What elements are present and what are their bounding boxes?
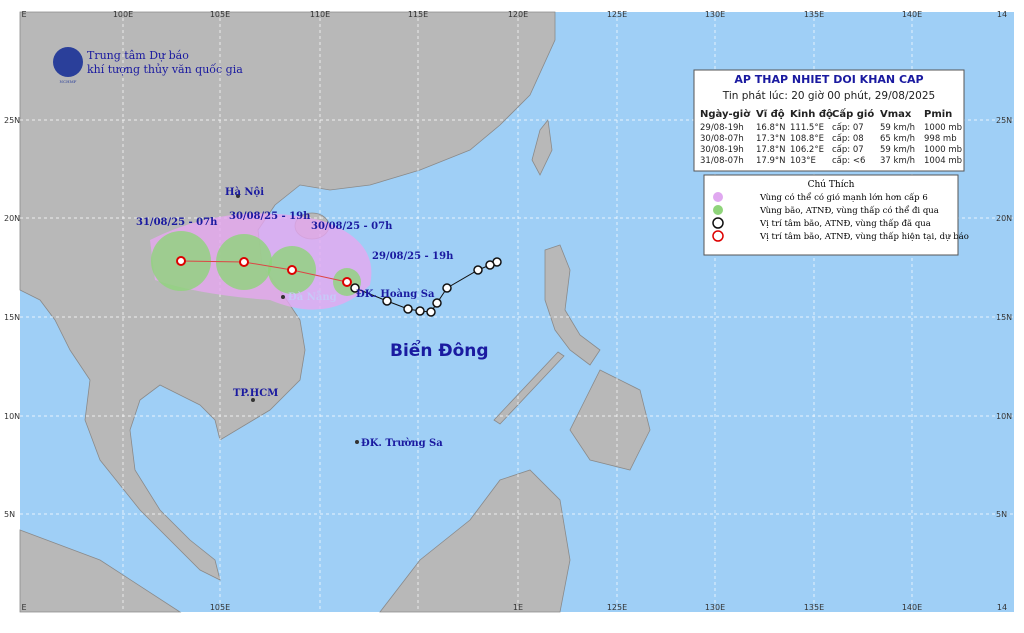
place-dots bbox=[236, 194, 359, 444]
forecast-cone bbox=[150, 213, 372, 310]
track-label: 29/08/25 - 19h bbox=[372, 251, 454, 262]
logo-text: NCHMF bbox=[60, 79, 77, 84]
bulletin-issued: Tin phát lúc: 20 giờ 00 phút, 29/08/2025 bbox=[722, 90, 935, 102]
cell: 30/08-07h bbox=[700, 134, 744, 144]
axis-labels: E 100E 105E 110E 115E 120E 125E 130E 135E 140E 14 E… bbox=[4, 10, 1012, 612]
legend-swatch bbox=[712, 230, 724, 242]
lon-label: 105E bbox=[210, 603, 230, 612]
column-header: Vmax bbox=[880, 109, 912, 120]
track-label: 31/08/25 - 07h bbox=[136, 217, 218, 228]
legend-item: Vị trí tâm bão, ATNĐ, vùng thấp hiện tại… bbox=[759, 231, 969, 242]
lon-label: 135E bbox=[804, 603, 824, 612]
cell: 16.8°N bbox=[756, 123, 786, 133]
bulletin-title: AP THAP NHIET DOI KHAN CAP bbox=[734, 73, 923, 86]
lon-label: 1E bbox=[513, 603, 523, 612]
cell: 111.5°E bbox=[790, 123, 824, 133]
org-name: khí tượng thủy văn quốc gia bbox=[87, 63, 243, 76]
cell: 59 km/h bbox=[880, 145, 915, 155]
cell: 108.8°E bbox=[790, 134, 824, 144]
lat-label: 10N bbox=[4, 412, 20, 421]
lon-label: 135E bbox=[804, 10, 824, 19]
lon-label: 100E bbox=[113, 10, 133, 19]
cell: 998 mb bbox=[924, 134, 957, 144]
lon-label: E bbox=[21, 10, 26, 19]
sea-name: Biển Đông bbox=[390, 339, 489, 361]
lon-label: 130E bbox=[705, 10, 725, 19]
cell: 59 km/h bbox=[880, 123, 915, 133]
cell: cấp: <6 bbox=[832, 155, 865, 166]
column-header: Ngày-giờ bbox=[700, 108, 751, 120]
column-header: Cấp gió bbox=[832, 107, 874, 120]
cell: 17.3°N bbox=[756, 134, 786, 144]
column-header: Vĩ độ bbox=[756, 108, 785, 120]
lat-label: 25N bbox=[996, 116, 1012, 125]
lat-label: 20N bbox=[4, 214, 20, 223]
legend-swatch bbox=[713, 205, 723, 215]
lon-label: 14 bbox=[997, 603, 1007, 612]
column-header: Pmin bbox=[924, 109, 952, 120]
legend-item: Vị trí tâm bão, ATNĐ, vùng thấp đã qua bbox=[759, 218, 931, 229]
lat-label: 5N bbox=[4, 510, 15, 519]
cell: cấp: 07 bbox=[832, 122, 864, 133]
lon-label: 140E bbox=[902, 603, 922, 612]
place: ĐK. Trường Sa bbox=[361, 438, 443, 449]
lon-label: 125E bbox=[607, 603, 627, 612]
track-label: 30/08/25 - 19h bbox=[229, 211, 311, 222]
past-track bbox=[350, 257, 502, 317]
lon-label: 140E bbox=[902, 10, 922, 19]
cell: 30/08-19h bbox=[700, 145, 744, 155]
track-label: 30/08/25 - 07h bbox=[311, 221, 393, 232]
org-name: Trung tâm Dự báo bbox=[87, 49, 189, 62]
cell: 17.9°N bbox=[756, 156, 786, 166]
cell: 1000 mb bbox=[924, 145, 962, 155]
cell: 103°E bbox=[790, 156, 816, 166]
cell: cấp: 08 bbox=[832, 133, 864, 144]
lon-label: 130E bbox=[705, 603, 725, 612]
lon-label: 105E bbox=[210, 10, 230, 19]
lon-label: 14 bbox=[997, 10, 1007, 19]
place: TP.HCM bbox=[233, 388, 278, 399]
place: Đà Nẵng bbox=[288, 291, 337, 303]
bulletin: AP THAP NHIET DOI KHAN CAP Tin phát lúc: … bbox=[693, 69, 965, 172]
cell: 17.8°N bbox=[756, 145, 786, 155]
lat-label: 25N bbox=[4, 116, 20, 125]
legend-item: Vùng bão, ATNĐ, vùng thấp có thể đi qua bbox=[759, 204, 939, 216]
cell: cấp: 07 bbox=[832, 144, 864, 155]
column-header: Kinh độ bbox=[790, 108, 833, 120]
lon-label: 120E bbox=[508, 10, 528, 19]
lat-label: 20N bbox=[996, 214, 1012, 223]
legend-swatch bbox=[713, 192, 723, 202]
cell: 65 km/h bbox=[880, 134, 915, 144]
cell: 1000 mb bbox=[924, 123, 962, 133]
cell: 29/08-19h bbox=[700, 123, 744, 133]
cell: 1004 mb bbox=[924, 156, 962, 166]
lon-label: 115E bbox=[408, 10, 428, 19]
lat-label: 15N bbox=[996, 313, 1012, 322]
lat-label: 15N bbox=[4, 313, 20, 322]
cell: 31/08-07h bbox=[700, 156, 744, 166]
place: ĐK. Hoàng Sa bbox=[356, 289, 435, 300]
legend-swatch bbox=[712, 217, 724, 229]
lat-label: 5N bbox=[996, 510, 1007, 519]
logo: NCHMF bbox=[53, 47, 83, 84]
cell: 106.2°E bbox=[790, 145, 824, 155]
legend-item: Vùng có thể có gió mạnh lớn hơn cấp 6 bbox=[759, 191, 928, 203]
legend-title: Chú Thích bbox=[808, 179, 855, 190]
lon-label: 125E bbox=[607, 10, 627, 19]
cell: 37 km/h bbox=[880, 156, 915, 166]
lon-label: 110E bbox=[310, 10, 330, 19]
place: Hà Nội bbox=[225, 187, 264, 198]
lon-label: E bbox=[21, 603, 26, 612]
lat-label: 10N bbox=[996, 412, 1012, 421]
